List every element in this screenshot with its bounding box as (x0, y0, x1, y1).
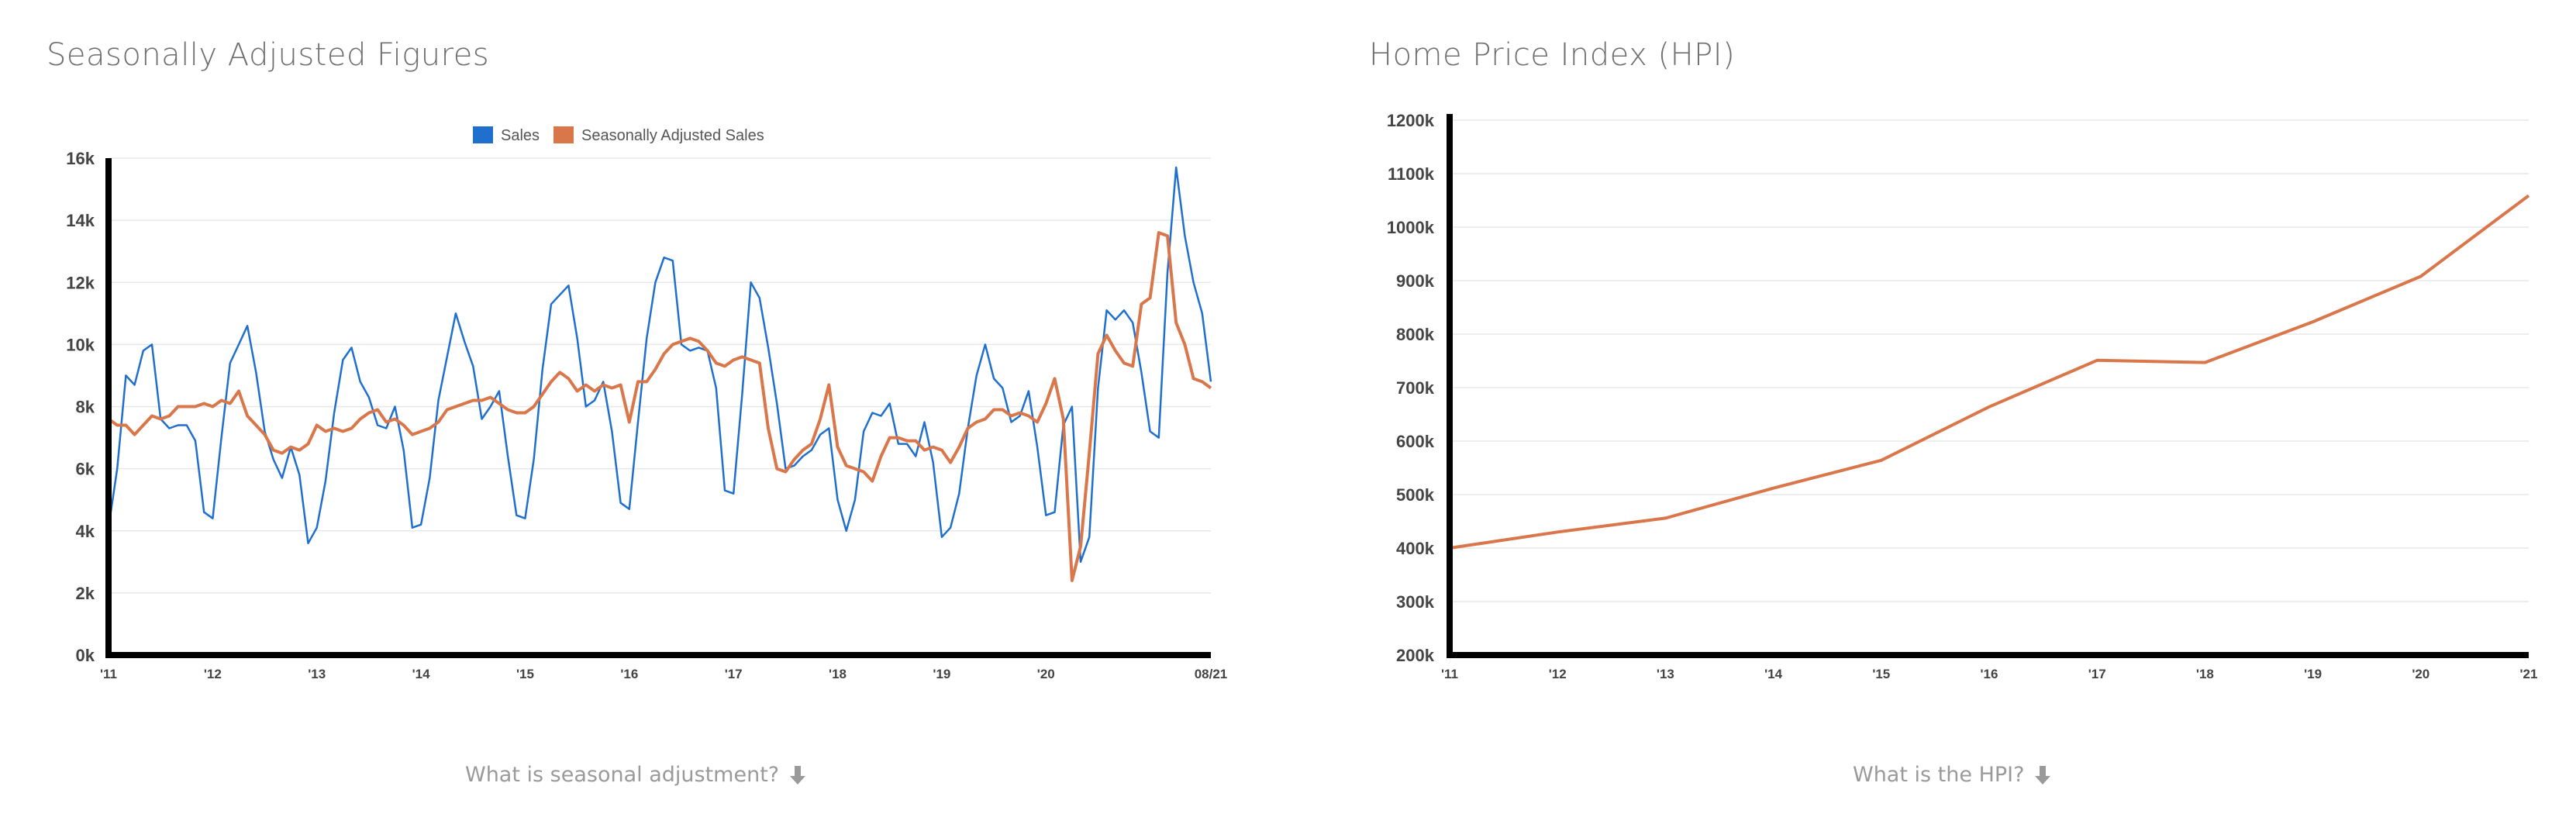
y-tick-label: 600k (1396, 432, 1435, 451)
y-tick-label: 10k (66, 335, 95, 354)
footer-link-label: What is seasonal adjustment? (465, 763, 780, 787)
y-tick-label: 800k (1396, 325, 1435, 344)
hpi-series-line (1449, 194, 2530, 550)
x-tick-label: '18 (2196, 667, 2214, 681)
x-tick-label: '11 (1441, 667, 1458, 681)
y-tick-label: 200k (1396, 646, 1435, 665)
x-tick-label: '15 (1872, 667, 1890, 681)
x-tick-label: '20 (1037, 667, 1055, 681)
x-tick-label: '17 (725, 667, 743, 681)
y-tick-label: 900k (1396, 271, 1435, 291)
x-tick-label: '14 (1764, 667, 1782, 681)
y-tick-label: 14k (66, 211, 95, 230)
arrow-down-icon (2035, 765, 2051, 785)
hpi-panel: Home Price Index (HPI) 200k 300k 400k 500k 6… (1318, 0, 2576, 838)
x-tick-label: '12 (1549, 667, 1567, 681)
x-tick-label: 08/21 (1195, 667, 1228, 681)
hpi-chart: 200k 300k 400k 500k 600k 700k 800k 900k 1000k 110… (1387, 111, 2538, 681)
footer-link-label: What is the HPI? (1853, 763, 2025, 787)
y-tick-label: 4k (76, 522, 95, 541)
y-tick-label: 8k (76, 398, 95, 417)
y-tick-label: 12k (66, 273, 95, 292)
x-tick-label: '20 (2412, 667, 2429, 681)
sales-series-line (107, 166, 1212, 564)
x-tick-label: '16 (1981, 667, 1998, 681)
x-tick-label: '16 (620, 667, 638, 681)
seasonal-adjustment-link[interactable]: What is seasonal adjustment? (465, 763, 807, 787)
panel-title: Home Price Index (HPI) (1369, 37, 1736, 73)
seasonal-sales-chart: 0k 2k 4k 6k 8k 10k 12k 14k 16k '11 '12 '13 '14 '15 '16… (66, 126, 1228, 681)
y-tick-label: 16k (66, 149, 95, 168)
x-tick-label: '14 (412, 667, 430, 681)
panel-title: Seasonally Adjusted Figures (47, 37, 490, 73)
y-tick-label: 1100k (1388, 164, 1435, 184)
y-tick-label: 2k (76, 584, 95, 603)
arrow-down-icon (790, 765, 806, 785)
x-tick-label: '13 (1657, 667, 1674, 681)
legend-label: Seasonally Adjusted Sales (581, 127, 764, 144)
x-tick-label: '11 (100, 667, 117, 681)
y-tick-label: 0k (76, 646, 95, 665)
legend-label: Sales (501, 127, 540, 144)
x-tick-label: '17 (2088, 667, 2106, 681)
y-tick-label: 500k (1396, 485, 1435, 505)
seasonally-adjusted-panel: Seasonally Adjusted Figures 0k 2k 4k 6k 8k 10… (0, 0, 1271, 838)
x-tick-label: '13 (308, 667, 326, 681)
y-tick-label: 300k (1396, 592, 1435, 612)
y-tick-label: 1000k (1387, 218, 1435, 237)
y-tick-label: 400k (1396, 539, 1435, 558)
y-tick-label: 700k (1396, 378, 1435, 398)
y-tick-label: 1200k (1387, 111, 1435, 130)
legend-swatch (473, 126, 493, 143)
x-tick-label: '19 (2304, 667, 2322, 681)
hpi-info-link[interactable]: What is the HPI? (1853, 763, 2052, 787)
x-tick-label: '19 (933, 667, 950, 681)
x-tick-label: '12 (204, 667, 222, 681)
x-tick-label: '18 (829, 667, 847, 681)
adjusted-sales-series-line (107, 231, 1212, 582)
legend-swatch (553, 126, 574, 143)
x-tick-label: '21 (2520, 667, 2538, 681)
y-tick-label: 6k (76, 460, 95, 479)
x-tick-label: '15 (516, 667, 534, 681)
